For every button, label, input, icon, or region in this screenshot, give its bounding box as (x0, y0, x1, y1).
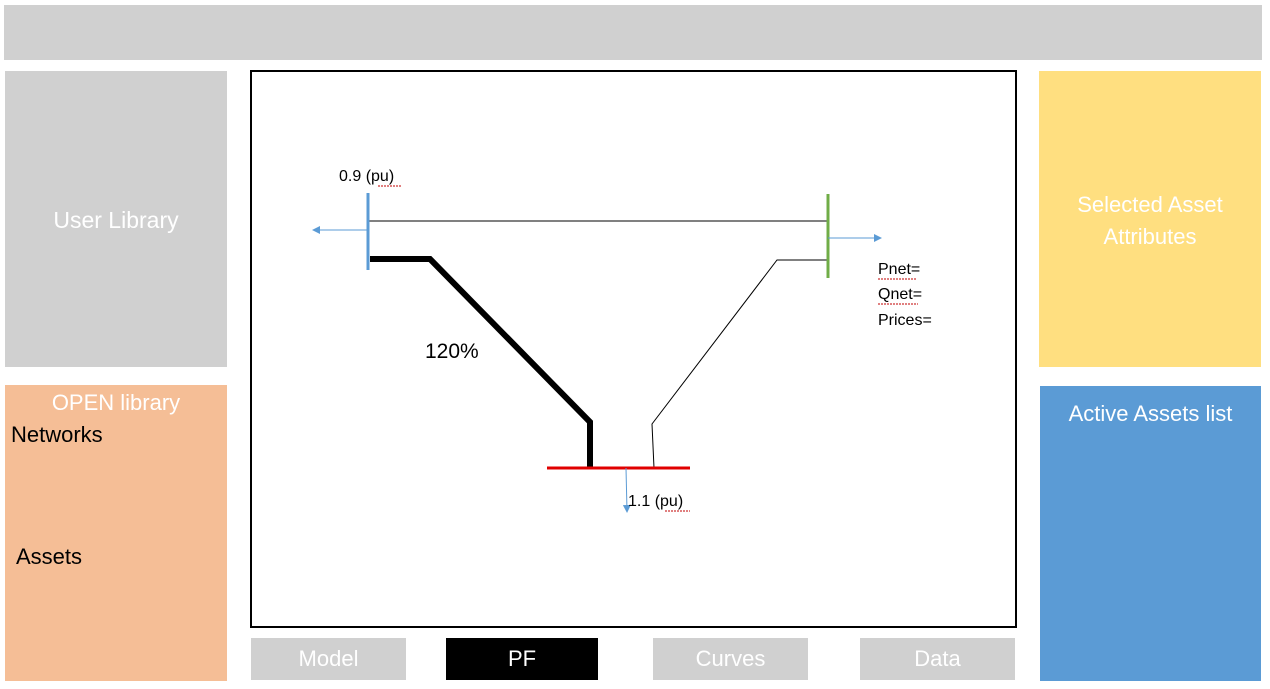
open-library-panel[interactable]: OPEN library Networks Assets (5, 385, 227, 681)
tab-pf[interactable]: PF (446, 638, 598, 680)
user-library-panel[interactable]: User Library (5, 71, 227, 367)
top-toolbar (4, 5, 1262, 60)
active-assets-panel[interactable]: Active Assets list (1040, 386, 1261, 681)
selected-asset-label: Selected Asset Attributes (1077, 192, 1223, 249)
open-library-title: OPEN library (51, 390, 181, 415)
user-library-label: User Library (53, 207, 179, 233)
tab-data[interactable]: Data (860, 638, 1015, 680)
selected-asset-panel: Selected Asset Attributes (1039, 71, 1261, 367)
tab-curves[interactable]: Curves (653, 638, 808, 680)
network-canvas[interactable] (250, 70, 1017, 628)
tab-model[interactable]: Model (251, 638, 406, 680)
open-library-networks[interactable]: Networks (11, 422, 103, 447)
active-assets-label: Active Assets list (1068, 401, 1233, 426)
open-library-assets[interactable]: Assets (16, 544, 83, 569)
